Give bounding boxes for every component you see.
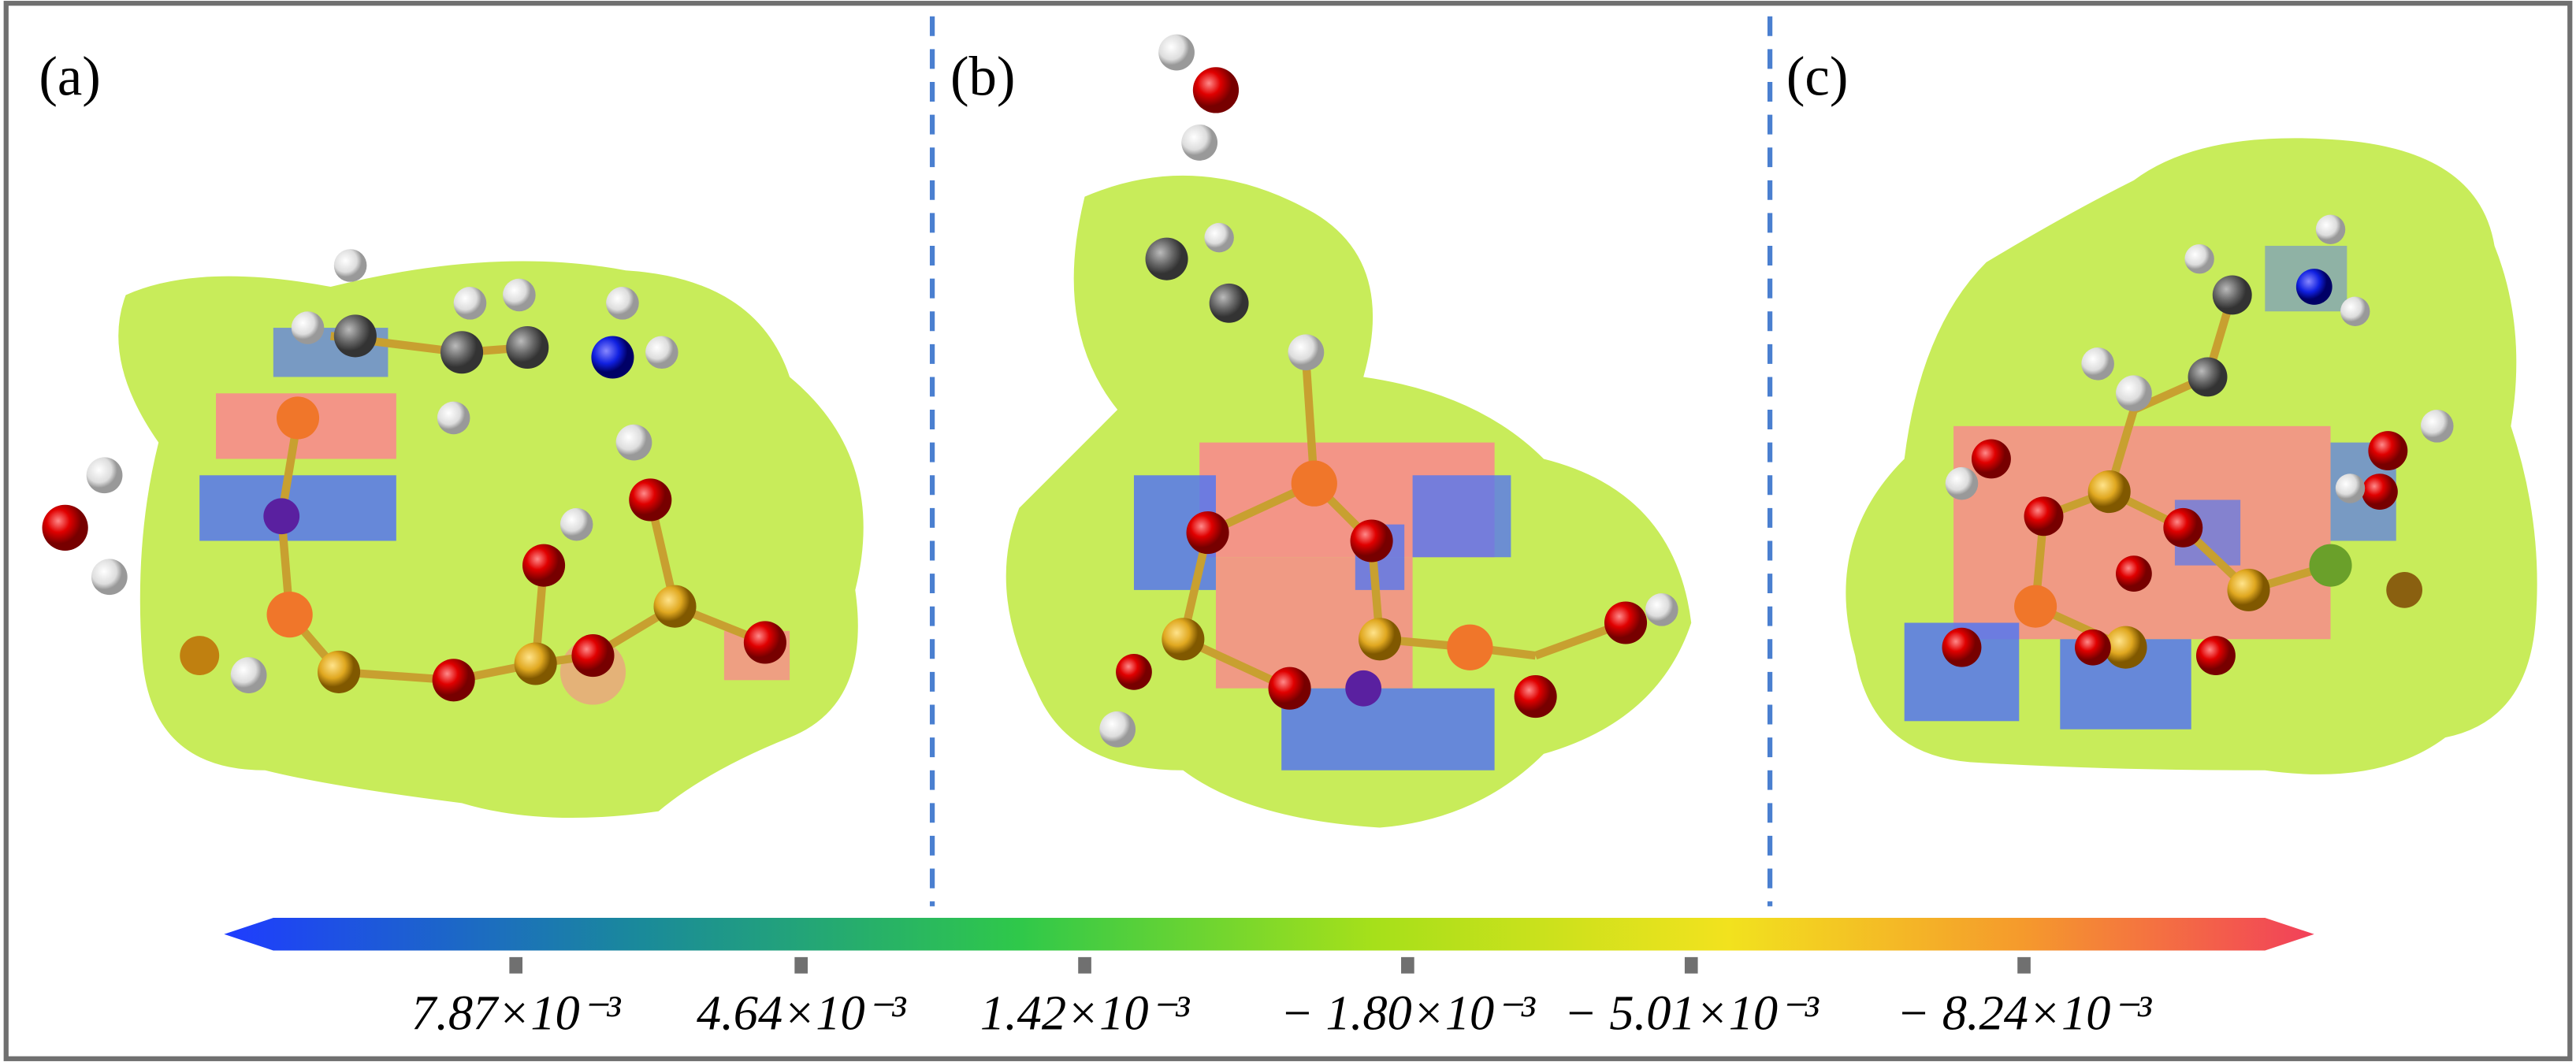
panel-label: (b) — [950, 46, 1015, 108]
tick-mark — [1401, 956, 1414, 974]
tick-mark — [794, 956, 808, 974]
panel-label: (a) — [39, 46, 101, 108]
tick-label: 1.42×10⁻³ — [980, 986, 1191, 1040]
tick-mark — [2017, 956, 2031, 974]
tick-label: 7.87×10⁻³ — [411, 986, 622, 1040]
tick-mark — [1078, 956, 1091, 974]
panel-a-map — [118, 261, 864, 819]
tick-label: − 1.80×10⁻³ — [1281, 986, 1536, 1040]
tick-label: − 8.24×10⁻³ — [1897, 986, 2152, 1040]
panel-a-molecule — [42, 249, 786, 702]
tick-label: − 5.01×10⁻³ — [1564, 986, 1820, 1040]
colorbar — [224, 917, 2314, 951]
panel-c-molecule — [1942, 214, 2454, 676]
panel-b-molecule — [1099, 34, 1678, 748]
tick-mark — [509, 956, 523, 974]
tick-mark — [1684, 956, 1698, 974]
panel-label: (c) — [1786, 46, 1849, 108]
tick-label: 4.64×10⁻³ — [697, 986, 907, 1040]
colorbar-ticks: 7.87×10⁻³ 4.64×10⁻³ 1.42×10⁻³ − 1.80×10⁻³ − … — [411, 956, 2152, 1040]
